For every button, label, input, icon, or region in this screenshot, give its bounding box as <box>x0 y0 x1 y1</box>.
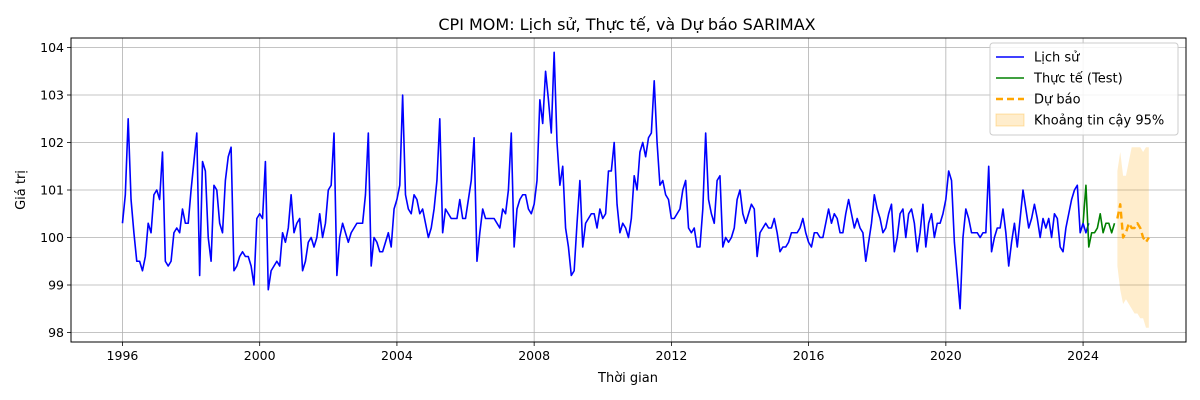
y-tick-label: 103 <box>40 88 64 103</box>
axes-ticks: 1996 2000 2004 2008 2012 2016 2020 2024 98 99 100 1… <box>40 40 1099 363</box>
series-line-lich-su <box>121 51 1090 310</box>
series-layer <box>121 51 1150 310</box>
legend-swatch-ci <box>995 113 1025 127</box>
legend-box <box>989 42 1179 136</box>
series-line-du-bao <box>1116 203 1150 244</box>
x-axis-label: Thời gian <box>597 371 658 386</box>
x-tick-label: 1996 <box>107 348 139 363</box>
y-tick-label: 98 <box>48 325 64 340</box>
series-line-thuc-te <box>1082 184 1116 248</box>
x-tick-label: 2016 <box>793 348 825 363</box>
x-tick-label: 2012 <box>655 348 687 363</box>
y-tick-label: 100 <box>40 230 64 245</box>
chart-title: CPI MOM: Lịch sử, Thực tế, và Dự báo SAR… <box>438 15 815 34</box>
y-tick-label: 99 <box>48 278 64 293</box>
x-tick-label: 2008 <box>518 348 550 363</box>
x-tick-label: 2024 <box>1067 348 1099 363</box>
y-axis-label: Giá trị <box>14 170 29 210</box>
x-tick-label: 2004 <box>381 348 413 363</box>
legend: Lịch sử Thực tế (Test) Dự báo Khoảng tin… <box>989 42 1179 136</box>
ci-band-area <box>1117 147 1149 328</box>
x-tick-label: 2020 <box>930 348 962 363</box>
legend-label-ci: Khoảng tin cậy 95% <box>1034 114 1164 129</box>
confidence-band <box>1117 147 1149 328</box>
y-tick-label: 104 <box>40 40 64 55</box>
legend-label-lich-su: Lịch sử <box>1034 51 1080 66</box>
legend-label-du-bao: Dự báo <box>1034 93 1081 108</box>
legend-label-thuc-te: Thực tế (Test) <box>1033 72 1123 87</box>
y-tick-label: 101 <box>40 183 64 198</box>
y-tick-label: 102 <box>40 135 64 150</box>
x-tick-label: 2000 <box>244 348 276 363</box>
